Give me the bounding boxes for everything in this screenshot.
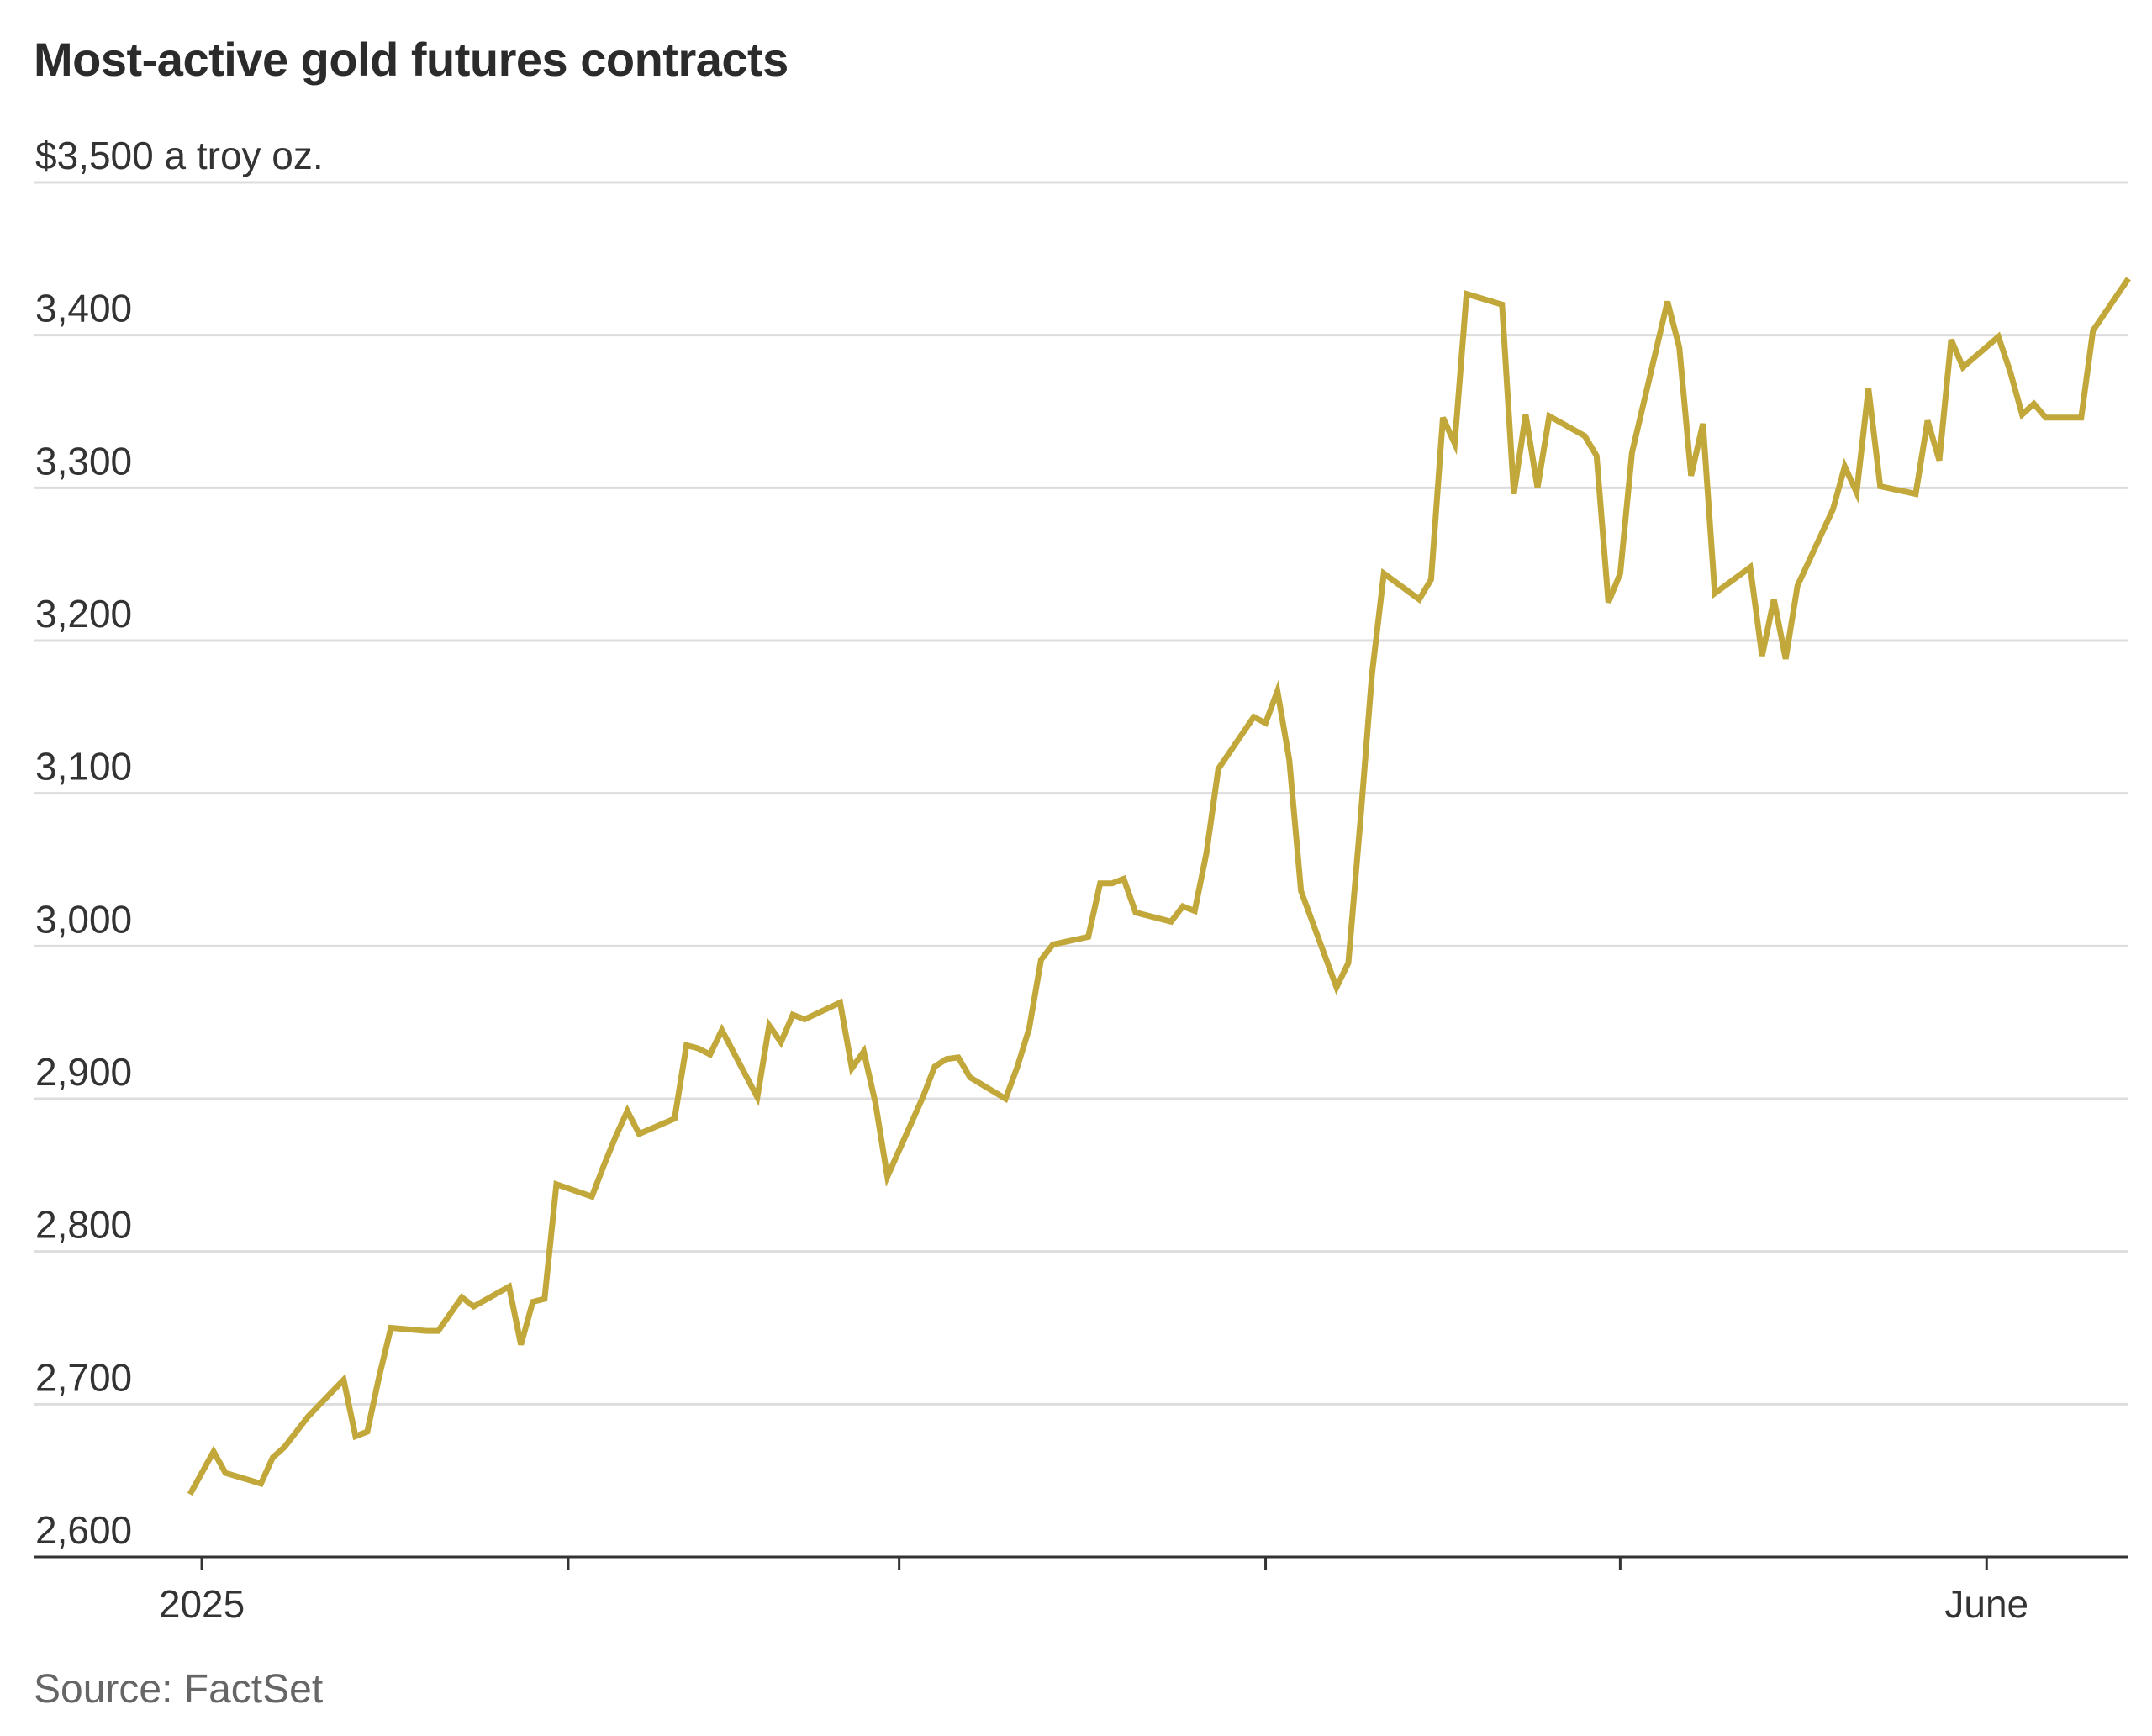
y-tick-label: 2,600 bbox=[35, 1508, 132, 1552]
y-tick-label: 3,200 bbox=[35, 592, 132, 636]
series-group bbox=[187, 277, 2131, 1496]
y-tick-label: 2,800 bbox=[35, 1203, 132, 1247]
grid-lines bbox=[34, 181, 2128, 1559]
x-tick-label: 2025 bbox=[159, 1582, 245, 1626]
x-axis-labels: 2025 June bbox=[159, 1582, 2028, 1626]
chart-title: Most-active gold futures contracts bbox=[34, 33, 789, 86]
y-tick-label: 3,100 bbox=[35, 745, 132, 789]
y-tick-label: 3,300 bbox=[35, 439, 132, 483]
series-line bbox=[187, 277, 2131, 1496]
x-tick-label: June bbox=[1944, 1582, 2028, 1626]
source-note: Source: FactSet bbox=[34, 1667, 324, 1712]
y-axis-labels: $3,500 a troy oz. 3,400 3,300 3,200 3,100 3,0… bbox=[35, 134, 324, 1552]
y-tick-label: 3,400 bbox=[35, 287, 132, 330]
x-axis bbox=[200, 1557, 1988, 1570]
y-tick-label: $3,500 a troy oz. bbox=[35, 134, 324, 177]
y-tick-label: 3,000 bbox=[35, 897, 132, 941]
y-tick-label: 2,700 bbox=[35, 1355, 132, 1399]
y-tick-label: 2,900 bbox=[35, 1050, 132, 1094]
